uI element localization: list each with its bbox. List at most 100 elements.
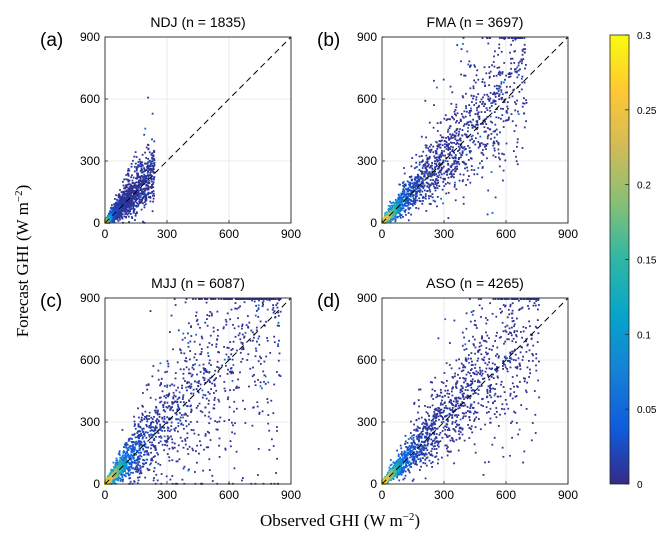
scatter-point — [240, 360, 243, 363]
scatter-point — [218, 400, 221, 403]
scatter-point — [513, 62, 516, 64]
scatter-point — [405, 204, 408, 207]
scatter-point — [448, 146, 450, 149]
scatter-point — [143, 453, 146, 456]
scatter-point — [206, 324, 209, 327]
scatter-point — [153, 477, 155, 479]
scatter-point — [465, 123, 468, 126]
scatter-point — [398, 202, 401, 204]
scatter-point — [114, 463, 117, 466]
scatter-point — [403, 203, 406, 206]
scatter-point — [454, 166, 457, 168]
scatter-point — [450, 141, 452, 144]
scatter-point — [436, 160, 439, 163]
scatter-point — [501, 152, 504, 155]
scatter-point — [264, 375, 267, 378]
scatter-point — [504, 78, 506, 81]
scatter-point — [129, 190, 132, 192]
scatter-point — [390, 207, 393, 209]
scatter-point — [488, 76, 491, 79]
scatter-point — [501, 96, 504, 99]
scatter-point — [202, 363, 205, 366]
scatter-point — [422, 150, 425, 153]
scatter-point — [270, 298, 273, 300]
scatter-point — [150, 447, 152, 450]
scatter-point — [149, 430, 152, 432]
scatter-point — [394, 216, 397, 219]
scatter-point — [113, 203, 115, 205]
scatter-point — [426, 158, 428, 161]
scatter-point — [393, 205, 396, 208]
scatter-point — [153, 178, 155, 181]
scatter-point — [143, 133, 146, 136]
scatter-point — [218, 420, 221, 423]
scatter-point — [408, 183, 410, 186]
scatter-point — [496, 67, 499, 69]
scatter-point — [515, 155, 517, 158]
scatter-point — [442, 181, 445, 183]
scatter-point — [120, 209, 123, 212]
scatter-point — [455, 188, 458, 191]
scatter-point — [201, 389, 204, 392]
scatter-point — [425, 210, 428, 212]
scatter-point — [469, 120, 472, 123]
scatter-point — [496, 108, 498, 111]
scatter-point — [143, 204, 146, 207]
scatter-point — [395, 205, 398, 208]
scatter-point — [463, 148, 466, 151]
scatter-point — [182, 332, 185, 335]
scatter-point — [471, 138, 473, 140]
scatter-point — [430, 182, 433, 185]
scatter-point — [439, 140, 442, 143]
scatter-point — [160, 436, 163, 439]
scatter-point — [137, 476, 139, 479]
scatter-point — [163, 402, 166, 405]
scatter-point — [418, 155, 421, 158]
scatter-point — [231, 431, 233, 434]
scatter-point — [400, 208, 403, 211]
scatter-point — [436, 182, 439, 185]
scatter-point — [413, 199, 416, 202]
scatter-point — [400, 214, 403, 216]
scatter-point — [146, 174, 149, 176]
scatter-point — [458, 157, 460, 160]
scatter-point — [400, 197, 403, 200]
scatter-point — [408, 189, 410, 191]
scatter-point — [217, 398, 220, 401]
scatter-point — [494, 93, 497, 96]
scatter-point — [391, 218, 394, 221]
scatter-point — [119, 207, 122, 210]
scatter-point — [445, 145, 448, 148]
scatter-point — [473, 140, 475, 142]
scatter-point — [202, 469, 204, 472]
scatter-point — [485, 72, 488, 75]
scatter-point — [403, 209, 406, 212]
scatter-point — [434, 160, 436, 162]
scatter-point — [415, 161, 418, 164]
scatter-point — [136, 188, 139, 191]
scatter-point — [456, 167, 459, 170]
scatter-point — [447, 144, 449, 147]
scatter-point — [407, 204, 410, 206]
scatter-point — [166, 384, 169, 387]
scatter-point — [405, 213, 407, 216]
scatter-point — [386, 216, 389, 219]
scatter-point — [172, 447, 174, 450]
scatter-point — [451, 173, 453, 176]
scatter-point — [476, 107, 478, 109]
scatter-point — [215, 428, 218, 431]
scatter-point — [498, 47, 501, 49]
scatter-point — [120, 204, 122, 206]
scatter-point — [115, 209, 117, 212]
scatter-point — [140, 167, 143, 170]
scatter-point — [432, 199, 435, 202]
scatter-point — [152, 172, 155, 174]
scatter-point — [186, 448, 189, 450]
scatter-point — [257, 316, 260, 318]
scatter-point — [273, 335, 276, 338]
scatter-point — [157, 378, 160, 381]
scatter-point — [426, 157, 429, 159]
scatter-point — [420, 170, 422, 173]
scatter-point — [112, 217, 115, 220]
scatter-point — [476, 173, 479, 176]
